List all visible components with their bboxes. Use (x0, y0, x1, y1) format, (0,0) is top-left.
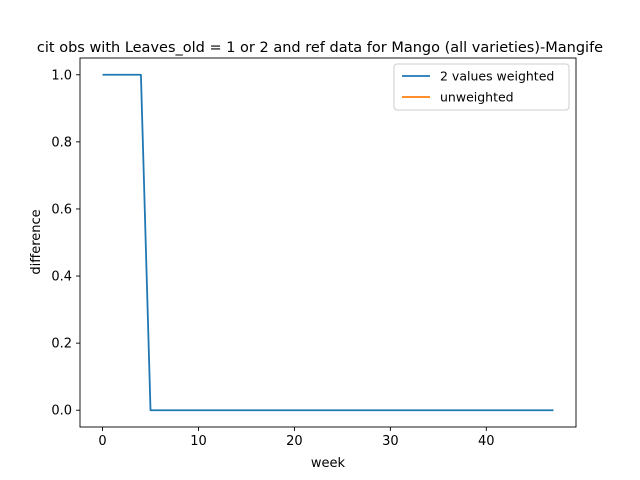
legend-label-1: unweighted (440, 90, 514, 105)
x-tick-label: 40 (478, 434, 495, 449)
y-tick-label: 0.8 (51, 135, 72, 150)
legend: 2 values weighted unweighted (393, 63, 570, 111)
x-tick-label: 20 (286, 434, 303, 449)
y-tick-label: 1.0 (51, 68, 72, 83)
y-tick-label: 0.2 (51, 337, 72, 352)
x-tick-label: 10 (190, 434, 207, 449)
x-axis: 0 10 20 30 40 (98, 427, 495, 449)
plot-frame (79, 57, 577, 428)
chart-title: cit obs with Leaves_old = 1 or 2 and ref… (37, 40, 603, 56)
y-axis: 0.0 0.2 0.4 0.6 0.8 1.0 (51, 68, 80, 419)
y-tick-label: 0.6 (51, 202, 72, 217)
y-axis-label: difference (29, 209, 44, 274)
x-axis-label: week (311, 456, 346, 471)
series-line-0 (102, 73, 554, 412)
legend-label-0: 2 values weighted (440, 69, 554, 84)
legend-box (393, 63, 570, 111)
x-tick-label: 0 (98, 434, 106, 449)
x-tick-label: 30 (382, 434, 399, 449)
y-tick-label: 0.0 (51, 404, 72, 419)
plot-area (79, 57, 577, 428)
y-tick-label: 0.4 (51, 270, 72, 285)
